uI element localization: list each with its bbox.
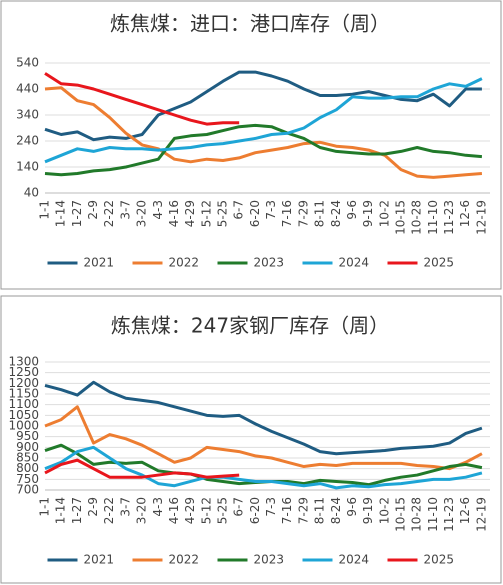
x-tick-label: 11-23 [442, 497, 456, 532]
legend-label: 2024 [339, 553, 370, 567]
series-line [44, 77, 483, 164]
x-tick-label: 7-16 [280, 497, 294, 524]
x-tick-label: 10-2 [377, 497, 391, 524]
x-tick-label: 4-3 [151, 200, 165, 220]
y-tick-label: 240 [16, 134, 39, 148]
legend-label: 2022 [169, 256, 200, 270]
x-tick-label: 11-10 [426, 200, 440, 235]
x-tick-label: 2-22 [102, 497, 116, 524]
series-line [44, 445, 483, 490]
x-tick-label: 4-16 [167, 200, 181, 227]
x-tick-label: 8-11 [313, 200, 327, 227]
x-tick-label: 11-10 [426, 497, 440, 532]
legend-label: 2025 [424, 553, 455, 567]
x-tick-label: 6-7 [232, 497, 246, 517]
x-tick-label: 9-6 [345, 497, 359, 517]
x-tick-label: 12-6 [458, 200, 472, 227]
legend-label: 2021 [84, 553, 115, 567]
x-tick-label: 6-20 [248, 497, 262, 524]
series-line [44, 405, 483, 471]
x-tick-label: 1-27 [70, 200, 84, 227]
legend-label: 2023 [254, 256, 285, 270]
y-tick-label: 40 [24, 186, 39, 200]
x-tick-label: 6-20 [248, 200, 262, 227]
x-tick-label: 10-28 [410, 497, 424, 532]
chart-title: 炼焦煤：247家钢厂库存（周） [111, 314, 389, 338]
x-tick-label: 12-19 [474, 200, 488, 235]
series-line [44, 123, 483, 177]
x-tick-label: 5-25 [216, 497, 230, 524]
x-tick-label: 10-15 [394, 200, 408, 235]
series-line [44, 86, 483, 179]
y-tick-label: 1300 [8, 355, 39, 369]
x-tick-label: 4-29 [183, 497, 197, 524]
y-tick-label: 700 [16, 483, 39, 497]
x-tick-label: 7-3 [264, 497, 278, 517]
y-tick-label: 140 [16, 160, 39, 174]
chart-title: 炼焦煤：进口：港口库存（周） [110, 12, 390, 36]
panel-border [0, 295, 502, 584]
y-tick-label: 1000 [8, 419, 39, 433]
series-line [44, 380, 483, 456]
x-tick-label: 1-14 [54, 200, 68, 227]
legend-label: 2021 [84, 256, 115, 270]
x-tick-label: 4-3 [151, 497, 165, 517]
x-tick-label: 3-20 [135, 497, 149, 524]
x-tick-label: 10-28 [410, 200, 424, 235]
y-tick-label: 1250 [8, 365, 39, 379]
y-tick-label: 900 [16, 440, 39, 454]
series-line [44, 458, 240, 479]
legend-label: 2023 [254, 553, 285, 567]
x-tick-label: 1-1 [38, 200, 52, 220]
x-tick-label: 1-14 [54, 497, 68, 524]
x-tick-label: 1-1 [38, 497, 52, 517]
x-tick-label: 8-24 [329, 200, 343, 227]
x-tick-label: 3-7 [118, 497, 132, 517]
x-tick-label: 7-16 [280, 200, 294, 227]
panel-border [0, 0, 502, 290]
y-tick-label: 1150 [8, 387, 39, 401]
x-tick-label: 5-12 [199, 200, 213, 227]
x-tick-label: 9-19 [361, 497, 375, 524]
x-tick-label: 1-27 [70, 497, 84, 524]
x-tick-label: 12-19 [474, 497, 488, 532]
x-tick-label: 2-9 [86, 200, 100, 220]
x-tick-label: 4-16 [167, 497, 181, 524]
series-line [44, 70, 482, 142]
x-tick-label: 6-7 [232, 200, 246, 220]
y-tick-label: 440 [16, 82, 39, 96]
x-tick-label: 12-6 [458, 497, 472, 524]
legend-label: 2024 [339, 256, 370, 270]
x-tick-label: 10-15 [394, 497, 408, 532]
legend-label: 2022 [169, 553, 200, 567]
y-tick-label: 1050 [8, 408, 39, 422]
x-tick-label: 5-12 [199, 497, 213, 524]
x-tick-label: 7-29 [296, 497, 310, 524]
x-tick-label: 11-23 [442, 200, 456, 235]
x-tick-label: 10-2 [377, 200, 391, 227]
y-tick-label: 950 [16, 429, 39, 443]
x-tick-label: 3-20 [135, 200, 149, 227]
x-tick-label: 2-9 [86, 497, 100, 517]
y-tick-label: 1100 [8, 397, 39, 411]
x-tick-label: 9-19 [361, 200, 375, 227]
y-tick-label: 540 [16, 56, 39, 70]
x-tick-label: 4-29 [183, 200, 197, 227]
x-tick-label: 9-6 [345, 200, 359, 220]
x-tick-label: 7-29 [296, 200, 310, 227]
x-tick-label: 5-25 [216, 200, 230, 227]
y-tick-label: 850 [16, 451, 39, 465]
x-tick-label: 3-7 [118, 200, 132, 220]
x-tick-label: 8-24 [329, 497, 343, 524]
y-tick-label: 750 [16, 472, 39, 486]
x-tick-label: 7-3 [264, 200, 278, 220]
y-tick-label: 1200 [8, 376, 39, 390]
x-tick-label: 2-22 [102, 200, 116, 227]
series-line [44, 72, 240, 126]
y-tick-label: 800 [16, 461, 39, 475]
legend-label: 2025 [424, 256, 455, 270]
x-tick-label: 8-11 [313, 497, 327, 524]
y-tick-label: 340 [16, 108, 39, 122]
